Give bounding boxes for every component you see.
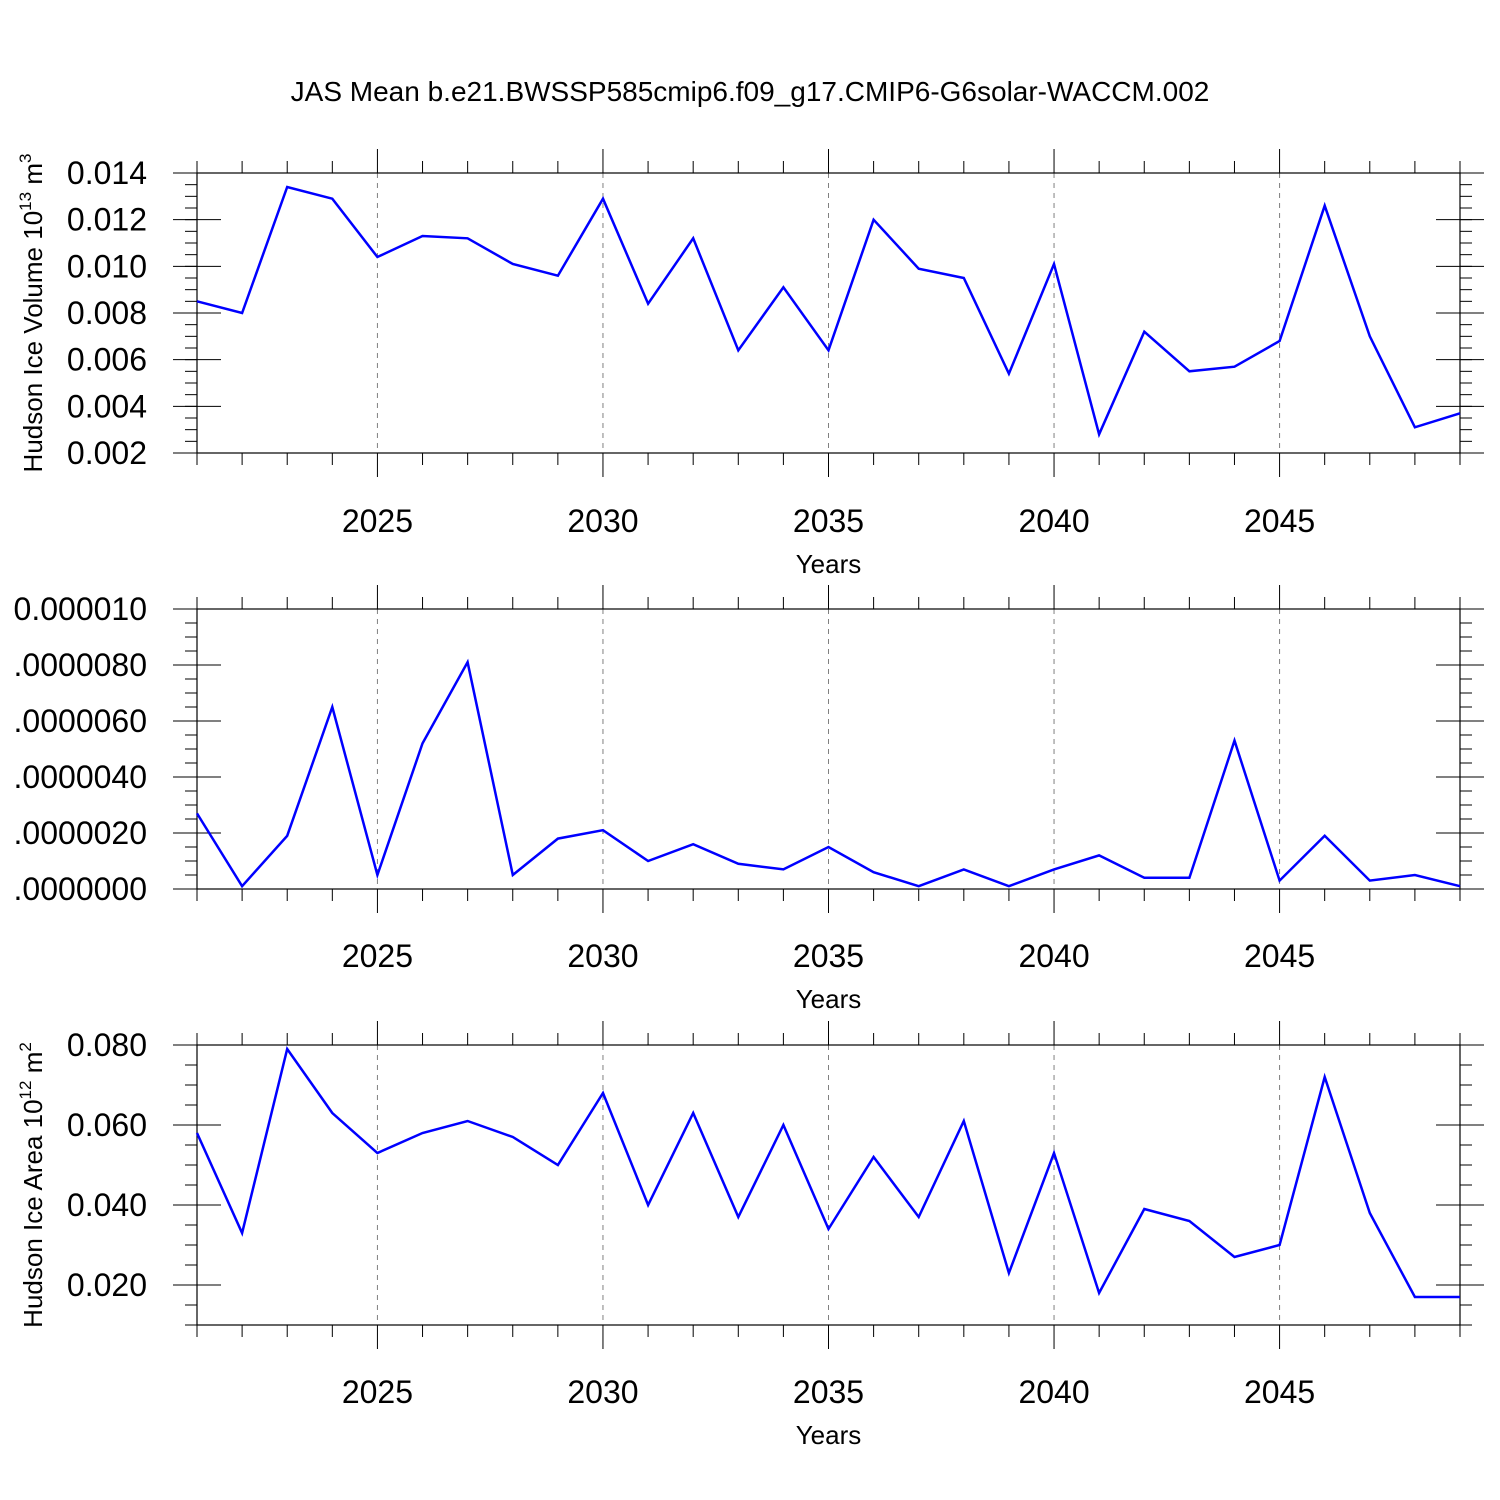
y-tick-label: .0000080 bbox=[14, 647, 147, 683]
y-tick-label: 0.012 bbox=[67, 202, 147, 238]
chart-panel-1: 0.002 0.004 0.006 0.008 0.010 0.012 0.014 2025 2… bbox=[16, 149, 1484, 579]
y-axis-title-exponent: 13 bbox=[16, 192, 35, 211]
y-tick-label: 0.060 bbox=[67, 1107, 147, 1143]
x-axis-title: Years bbox=[796, 984, 862, 1014]
y-tick-label: 0.006 bbox=[67, 342, 147, 378]
y-tick-label: .0000020 bbox=[14, 815, 147, 851]
x-axis-title: Years bbox=[796, 549, 862, 579]
y-axis-title-unit-exponent: 3 bbox=[16, 154, 35, 163]
x-tick-label: 2030 bbox=[567, 1374, 638, 1410]
chart-panel-2: .0000000 .0000020 .0000040 .0000060 .0000080… bbox=[14, 585, 1484, 1014]
x-tick-label: 2035 bbox=[793, 1374, 864, 1410]
x-tick-label: 2030 bbox=[567, 938, 638, 974]
series-line bbox=[195, 1046, 1460, 1299]
x-tick-label: 2045 bbox=[1244, 1374, 1315, 1410]
y-tick-label: 0.040 bbox=[67, 1187, 147, 1223]
y-tick-label: .0000000 bbox=[14, 871, 147, 907]
y-axis-title-unit: m bbox=[18, 163, 48, 192]
y-axis-title: Hudson Ice Volume 1013 m3 bbox=[16, 154, 48, 473]
x-tick-label: 2045 bbox=[1244, 938, 1315, 974]
x-tick-label: 2025 bbox=[342, 938, 413, 974]
x-tick-label: 2025 bbox=[342, 1374, 413, 1410]
x-tick-label: 2045 bbox=[1244, 503, 1315, 539]
x-tick-label: 2040 bbox=[1018, 938, 1089, 974]
y-tick-label: 0.000010 bbox=[14, 591, 147, 627]
x-tick-label: 2040 bbox=[1018, 1374, 1089, 1410]
x-tick-label: 2035 bbox=[793, 503, 864, 539]
y-axis-title-text: Hudson Ice Area 10 bbox=[18, 1099, 48, 1327]
x-tick-label: 2035 bbox=[793, 938, 864, 974]
y-tick-label: 0.002 bbox=[67, 435, 147, 471]
chart-panels: 0.002 0.004 0.006 0.008 0.010 0.012 0.014 2025 2… bbox=[14, 149, 1484, 1450]
y-tick-label: 0.014 bbox=[67, 155, 147, 191]
series-line bbox=[196, 185, 1461, 439]
x-tick-label: 2040 bbox=[1018, 503, 1089, 539]
y-axis-title: Hudson Ice Area 1012 m2 bbox=[16, 1042, 48, 1328]
y-axis-title-exponent: 12 bbox=[16, 1081, 35, 1100]
chart-panel-3: 0.020 0.040 0.060 0.080 2025 2030 2035 2040 2045… bbox=[16, 1021, 1484, 1450]
y-tick-label: 0.010 bbox=[67, 248, 147, 284]
chart-title: JAS Mean b.e21.BWSSP585cmip6.f09_g17.CMI… bbox=[291, 76, 1210, 107]
x-axis-title: Years bbox=[796, 1420, 862, 1450]
y-tick-label: 0.004 bbox=[67, 388, 147, 424]
x-tick-label: 2030 bbox=[567, 503, 638, 539]
y-tick-label: .0000040 bbox=[14, 759, 147, 795]
y-tick-label: 0.020 bbox=[67, 1267, 147, 1303]
y-axis-title-text: Hudson Ice Volume 10 bbox=[18, 211, 48, 473]
y-axis-title-unit-exponent: 2 bbox=[16, 1042, 35, 1051]
x-tick-label: 2025 bbox=[342, 503, 413, 539]
y-tick-label: .0000060 bbox=[14, 703, 147, 739]
y-tick-label: 0.080 bbox=[67, 1027, 147, 1063]
y-tick-label: 0.008 bbox=[67, 295, 147, 331]
series-line bbox=[195, 658, 1461, 889]
y-axis-title-unit: m bbox=[18, 1052, 48, 1081]
